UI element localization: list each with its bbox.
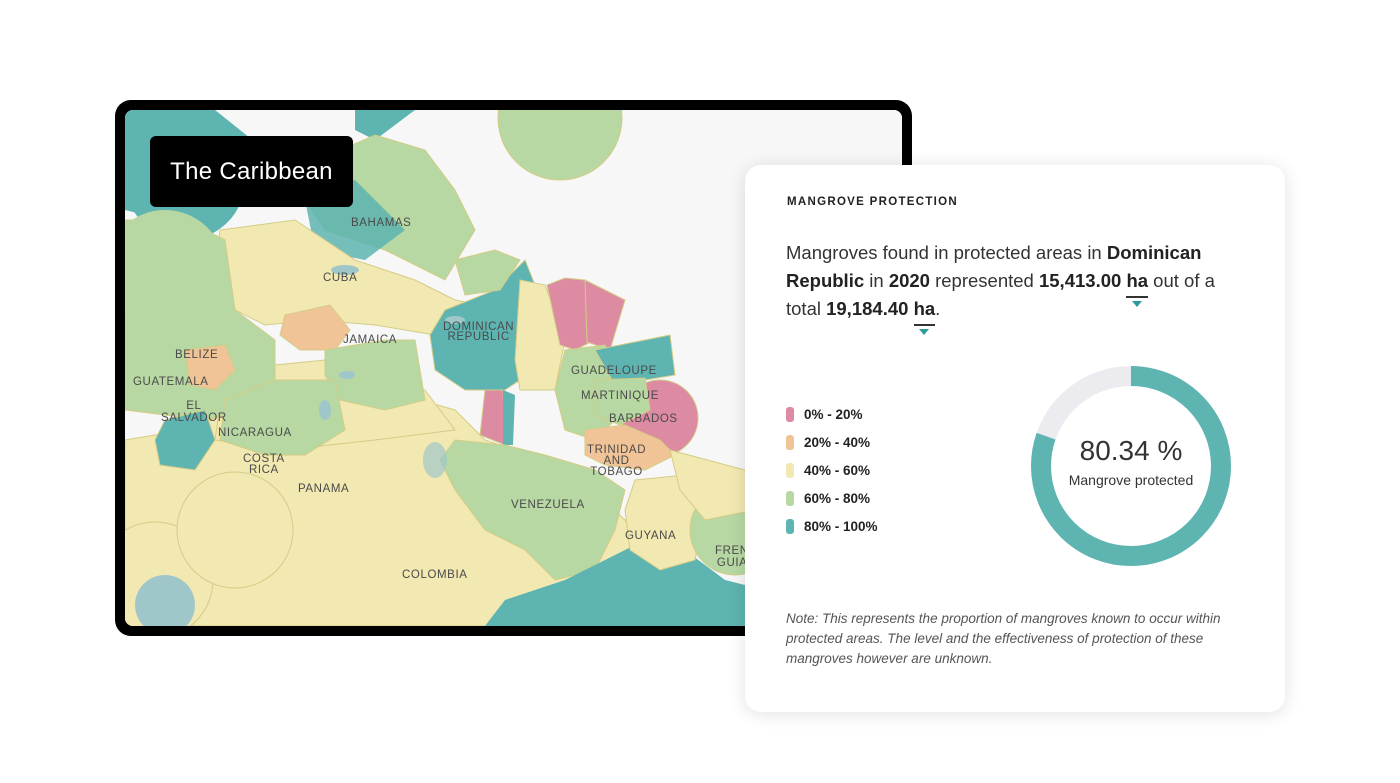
donut-value: 80.34 % [1079,435,1183,466]
legend-item: 80% - 100% [786,513,878,541]
legend-item: 40% - 60% [786,456,878,484]
legend-swatch [786,519,794,535]
summary-text-2: in [864,270,889,291]
protection-donut-chart [1031,366,1231,566]
map-label-trinidad-and-tobago: TRINIDAD AND TOBAGO [587,444,647,478]
legend-item: 0% - 20% [786,400,878,428]
legend-swatch [786,406,794,422]
footnote: Note: This represents the proportion of … [786,611,1221,666]
caret-down-icon [919,329,930,335]
legend-label: 0% - 20% [804,406,863,422]
summary-year: 2020 [888,270,930,291]
map-label-belize: BELIZE [175,349,219,361]
map-label-cuba: CUBA [323,272,358,284]
legend-swatch [786,434,794,450]
unit-selector-protected[interactable]: ha [1126,267,1149,307]
legend-swatch [786,462,794,478]
legend-label: 60% - 80% [804,491,871,507]
map-label-jamaica: JAMAICA [343,334,398,346]
map-label-costa-rica: COSTA RICA [243,453,285,476]
summary-country: Dominican Republic [786,242,1202,291]
protection-summary: Mangroves found in protected areas in Do… [786,239,1236,335]
map-label-barbados: BARBADOS [609,413,678,425]
map-label-guadeloupe: GUADELOUPE [571,365,657,377]
donut-label: Mangrove protected [1068,472,1194,488]
summary-text-3: represented [929,270,1039,291]
map-label-venezuela: VENEZUELA [511,499,585,511]
unit-label: ha [1126,270,1149,291]
caret-down-icon [1132,301,1143,307]
map-label-colombia: COLOMBIA [402,569,468,581]
mangrove-protection-card: MANGROVE PROTECTION Mangroves found in p… [745,165,1285,712]
legend-label: 80% - 100% [804,519,878,535]
summary-text-5: . [935,298,941,319]
card-heading: MANGROVE PROTECTION [787,196,959,208]
unit-selector-total[interactable]: ha [913,295,936,335]
map-label-bahamas: BAHAMAS [351,217,412,229]
unit-label: ha [913,298,936,319]
map-label-dominican-republic: DOMINICAN REPUBLIC [443,321,515,343]
map-label-martinique: MARTINIQUE [581,390,659,402]
summary-protected-value: 15,413.00 [1038,270,1122,291]
legend-swatch [786,491,794,507]
summary-text-1: Mangroves found in protected areas in [786,242,1107,263]
map-title: The Caribbean [150,136,353,207]
legend-label: 20% - 40% [804,434,871,450]
map-label-el-salvador: EL SALVADOR [161,400,227,424]
legend: 0% - 20% 20% - 40% 40% - 60% 60% - 80% 8… [786,400,878,541]
map-label-guatemala: GUATEMALA [133,376,209,388]
map-label-panama: PANAMA [298,483,350,495]
map-label-nicaragua: NICARAGUA [218,427,292,439]
summary-total-value: 19,184.40 [826,298,909,319]
legend-item: 20% - 40% [786,428,878,456]
legend-label: 40% - 60% [804,462,871,478]
donut-fill [1031,366,1231,566]
map-label-guyana: GUYANA [625,530,677,542]
legend-item: 60% - 80% [786,485,878,513]
summary-text-4: out of a total [786,270,1215,319]
